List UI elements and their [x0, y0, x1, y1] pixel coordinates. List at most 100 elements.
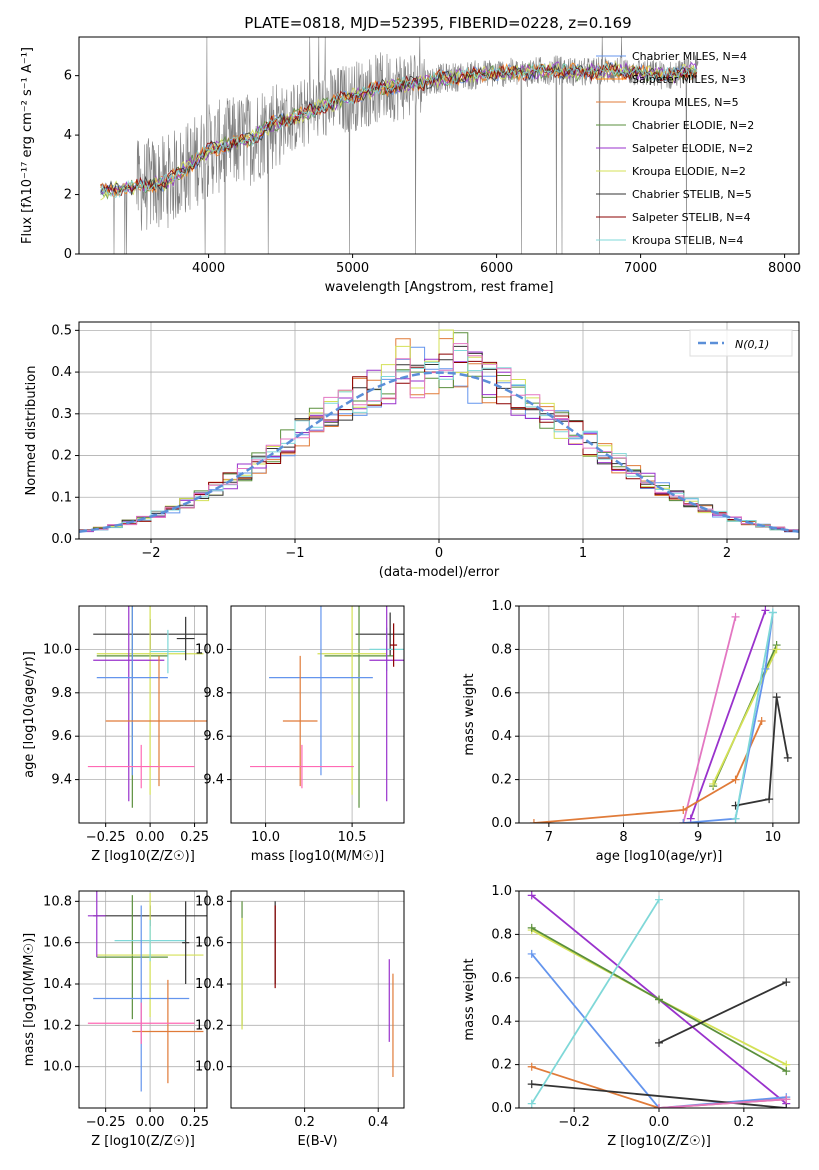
- y-tick-label: 9.4: [203, 773, 224, 788]
- y-tick-label: 0.0: [491, 816, 512, 831]
- marker: [527, 1099, 536, 1108]
- plot-area: [79, 329, 799, 533]
- y-tick-label: 1.0: [491, 599, 512, 614]
- model-fit-8: [100, 62, 698, 199]
- marker: [686, 814, 695, 823]
- x-axis-label: mass [log10(M/M☉)]: [251, 849, 384, 864]
- x-tick-label: 4000: [192, 261, 225, 276]
- y-axis-label: Flux [fλ10⁻¹⁷ erg cm⁻² s⁻¹ A⁻¹]: [20, 47, 35, 244]
- x-tick-label: 8: [619, 830, 627, 845]
- marker: [655, 895, 663, 904]
- x-tick-label: −2: [141, 546, 160, 561]
- y-tick-label: 10.0: [43, 1060, 72, 1075]
- x-tick-label: 10.0: [251, 830, 280, 845]
- y-tick-label: 0.4: [491, 1014, 512, 1029]
- y-tick-label: 0.1: [51, 490, 72, 505]
- marker: [527, 891, 536, 900]
- x-tick-label: 0.2: [294, 1115, 315, 1130]
- legend-entry: Salpeter MILES, N=3: [632, 73, 746, 86]
- x-tick-label: 9: [694, 830, 702, 845]
- legend-entry: Kroupa ELODIE, N=2: [632, 165, 746, 178]
- weight-line-3: [531, 953, 787, 1108]
- marker: [731, 775, 740, 784]
- marker: [527, 949, 536, 958]
- plot-area: [87, 891, 207, 1092]
- panel-mass_vs_Z: −0.25 0.00 0.25 10.0 10.2 10.4 10.6 10.8 Z [log1…: [22, 890, 209, 1149]
- marker: [765, 795, 774, 804]
- y-tick-label: 10.8: [195, 894, 224, 909]
- axes-frame: [230, 605, 405, 824]
- y-tick-label: 0.0: [51, 532, 72, 547]
- y-tick-label: 0.6: [491, 686, 512, 701]
- marker: [731, 814, 740, 823]
- weight-line-5: [683, 612, 774, 823]
- panel-residuals: −2 −1 0 1 2 0.0 0.1 0.2 0.3 0.4 0.5 (data-model)/er…: [24, 321, 800, 580]
- axes-frame: [78, 36, 800, 255]
- plot-area: [527, 891, 791, 1108]
- y-axis-label: mass weight: [462, 958, 477, 1040]
- y-tick-label: 10.8: [43, 894, 72, 909]
- marker: [782, 1095, 791, 1104]
- plots-layer: 4000 5000 6000 7000 8000 0 2 4 6 wavelength [Angs…: [20, 36, 801, 1149]
- legend-entry: N(0,1): [735, 338, 769, 351]
- x-axis-label: age [log10(age/yr)]: [596, 849, 723, 864]
- plot-area: [250, 606, 404, 808]
- x-tick-label: 0.00: [136, 830, 165, 845]
- plot-area: [529, 606, 792, 823]
- panel-age_vs_Z: −0.25 0.00 0.25 9.4 9.6 9.8 10.0 Z [log10(Z/Z☉)…: [22, 605, 209, 864]
- weight-line-1: [689, 609, 767, 820]
- x-tick-label: −0.2: [558, 1115, 590, 1130]
- panel-weight_vs_age: 7 8 9 10 0.0 0.2 0.4 0.6 0.8 1.0 age [log10(age/yr…: [462, 599, 800, 864]
- marker: [679, 805, 688, 814]
- y-tick-label: 10.6: [195, 936, 224, 951]
- weight-line-6: [658, 981, 787, 1044]
- figure-title: PLATE=0818, MJD=52395, FIBERID=0228, z=0…: [244, 14, 631, 32]
- marker: [783, 753, 792, 762]
- weight-line-8: [658, 1098, 787, 1108]
- x-tick-label: 0.00: [136, 1115, 165, 1130]
- marker: [731, 612, 740, 621]
- y-axis-label: age [log10(age/yr)]: [22, 651, 37, 778]
- y-tick-label: 1.0: [491, 884, 512, 899]
- panel-mass_vs_EBV: 0.2 0.4 10.0 10.2 10.4 10.6 10.8 E(B-V): [195, 890, 405, 1149]
- histogram-2: [79, 332, 799, 532]
- x-axis-label: E(B-V): [297, 1134, 337, 1149]
- weight-line-6: [735, 696, 789, 807]
- y-tick-label: 9.6: [51, 729, 72, 744]
- y-tick-label: 9.8: [51, 686, 72, 701]
- y-tick-label: 10.2: [43, 1018, 72, 1033]
- x-axis-label: Z [log10(Z/Z☉)]: [91, 849, 195, 864]
- y-tick-label: 0.4: [51, 365, 72, 380]
- y-axis-label: mass weight: [462, 673, 477, 755]
- y-tick-label: 10.4: [43, 977, 72, 992]
- marker: [757, 717, 766, 726]
- panel-spectrum: 4000 5000 6000 7000 8000 0 2 4 6 wavelength [Angs…: [20, 36, 801, 295]
- x-tick-label: −0.25: [86, 830, 126, 845]
- x-axis-label: Z [log10(Z/Z☉)]: [607, 1134, 711, 1149]
- x-tick-label: 0: [435, 546, 443, 561]
- x-tick-label: 1: [579, 546, 587, 561]
- x-tick-label: 0.25: [180, 830, 209, 845]
- weight-line-0: [682, 616, 737, 823]
- legend-entry: Chabrier ELODIE, N=2: [632, 119, 754, 132]
- weight-line-7: [734, 612, 774, 819]
- legend-entry: Salpeter ELODIE, N=2: [632, 142, 753, 155]
- y-tick-label: 0.6: [491, 971, 512, 986]
- panel-age_vs_mass: 10.0 10.5 9.4 9.6 9.8 10.0 mass [log10(M/M☉)]: [195, 605, 405, 864]
- axes-frame: [518, 605, 800, 824]
- y-tick-label: 10.0: [195, 642, 224, 657]
- x-tick-label: 7000: [624, 261, 657, 276]
- y-tick-label: 0.3: [51, 407, 72, 422]
- marker: [655, 995, 663, 1004]
- marker: [772, 645, 781, 654]
- marker: [782, 978, 791, 987]
- marker: [782, 1104, 791, 1108]
- y-tick-label: 0.4: [491, 729, 512, 744]
- plot-area: [241, 901, 394, 1077]
- y-tick-label: 0.8: [491, 927, 512, 942]
- y-tick-label: 9.8: [203, 686, 224, 701]
- axes-frame: [518, 890, 800, 1109]
- x-tick-label: −0.25: [86, 1115, 126, 1130]
- y-tick-label: 10.4: [195, 977, 224, 992]
